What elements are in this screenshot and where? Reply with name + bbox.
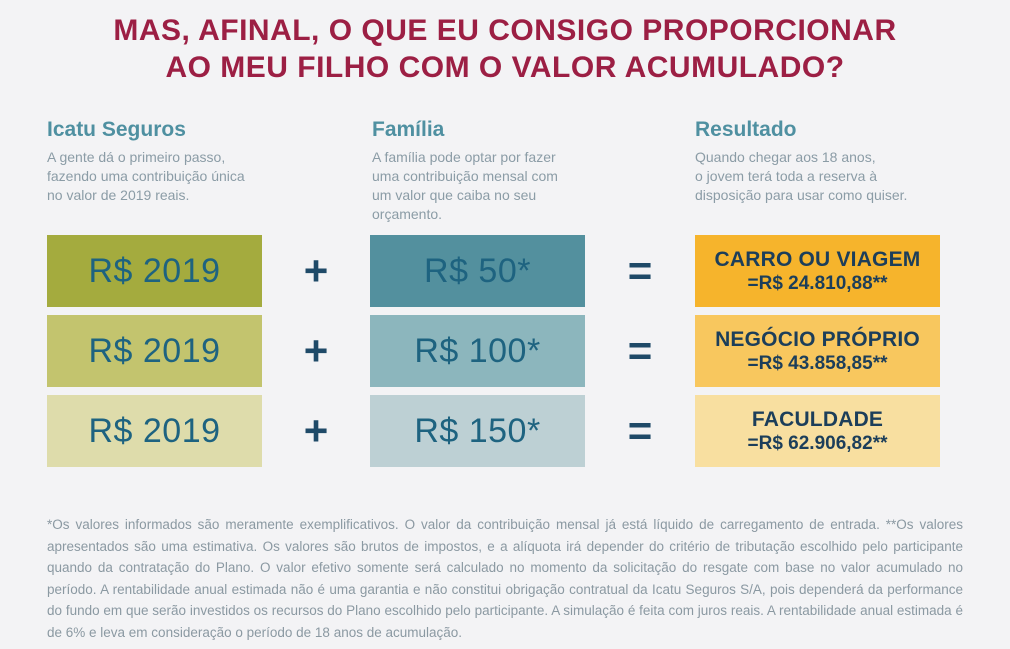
column-resultado: Resultado Quando chegar aos 18 anos, o j… — [695, 118, 975, 205]
column-description: A família pode optar por fazer uma contr… — [372, 149, 558, 222]
monthly-contribution-value: R$ 100* — [414, 331, 541, 370]
column-description: A gente dá o primeiro passo, fazendo uma… — [47, 149, 245, 203]
result-title: CARRO OU VIAGEM — [714, 247, 921, 271]
monthly-contribution-box: R$ 150* — [370, 395, 585, 467]
page-title-line-1: MAS, AFINAL, O QUE EU CONSIGO PROPORCION… — [113, 14, 897, 47]
initial-contribution-box: R$ 2019 — [47, 315, 262, 387]
column-heading: Icatu Seguros — [47, 118, 186, 141]
equals-sign: = — [627, 407, 653, 454]
page-title-line-2: AO MEU FILHO COM O VALOR ACUMULADO? — [165, 51, 845, 84]
initial-contribution-value: R$ 2019 — [88, 411, 221, 450]
result-value: =R$ 62.906,82** — [747, 432, 888, 454]
initial-contribution-value: R$ 2019 — [88, 331, 221, 370]
initial-contribution-box: R$ 2019 — [47, 395, 262, 467]
column-heading: Resultado — [695, 118, 797, 141]
plus-sign: + — [303, 247, 329, 294]
result-value: =R$ 43.858,85** — [747, 352, 888, 374]
result-box: FACULDADE =R$ 62.906,82** — [695, 395, 940, 467]
calc-row-2: R$ 2019 + R$ 100* = NEGÓCIO PRÓPRIO =R$ … — [0, 315, 1010, 387]
equals-sign: = — [627, 247, 653, 294]
monthly-contribution-value: R$ 50* — [424, 251, 531, 290]
equals-sign: = — [627, 327, 653, 374]
monthly-contribution-box: R$ 50* — [370, 235, 585, 307]
calc-row-3: R$ 2019 + R$ 150* = FACULDADE =R$ 62.906… — [0, 395, 1010, 467]
column-familia: Família A família pode optar por fazer u… — [372, 118, 642, 224]
column-description: Quando chegar aos 18 anos, o jovem terá … — [695, 149, 908, 203]
result-box: NEGÓCIO PRÓPRIO =R$ 43.858,85** — [695, 315, 940, 387]
result-title: FACULDADE — [751, 407, 884, 431]
result-value: =R$ 24.810,88** — [747, 272, 888, 294]
column-icatu-seguros: Icatu Seguros A gente dá o primeiro pass… — [47, 118, 317, 205]
result-title: NEGÓCIO PRÓPRIO — [715, 327, 920, 351]
disclaimer-footnote: *Os valores informados são meramente exe… — [47, 517, 963, 640]
initial-contribution-box: R$ 2019 — [47, 235, 262, 307]
plus-sign: + — [303, 407, 329, 454]
plus-sign: + — [303, 327, 329, 374]
page-title: MAS, AFINAL, O QUE EU CONSIGO PROPORCION… — [0, 12, 1010, 86]
result-box: CARRO OU VIAGEM =R$ 24.810,88** — [695, 235, 940, 307]
calc-row-1: R$ 2019 + R$ 50* = CARRO OU VIAGEM =R$ 2… — [0, 235, 1010, 307]
initial-contribution-value: R$ 2019 — [88, 251, 221, 290]
monthly-contribution-value: R$ 150* — [414, 411, 541, 450]
monthly-contribution-box: R$ 100* — [370, 315, 585, 387]
column-heading: Família — [372, 118, 445, 141]
